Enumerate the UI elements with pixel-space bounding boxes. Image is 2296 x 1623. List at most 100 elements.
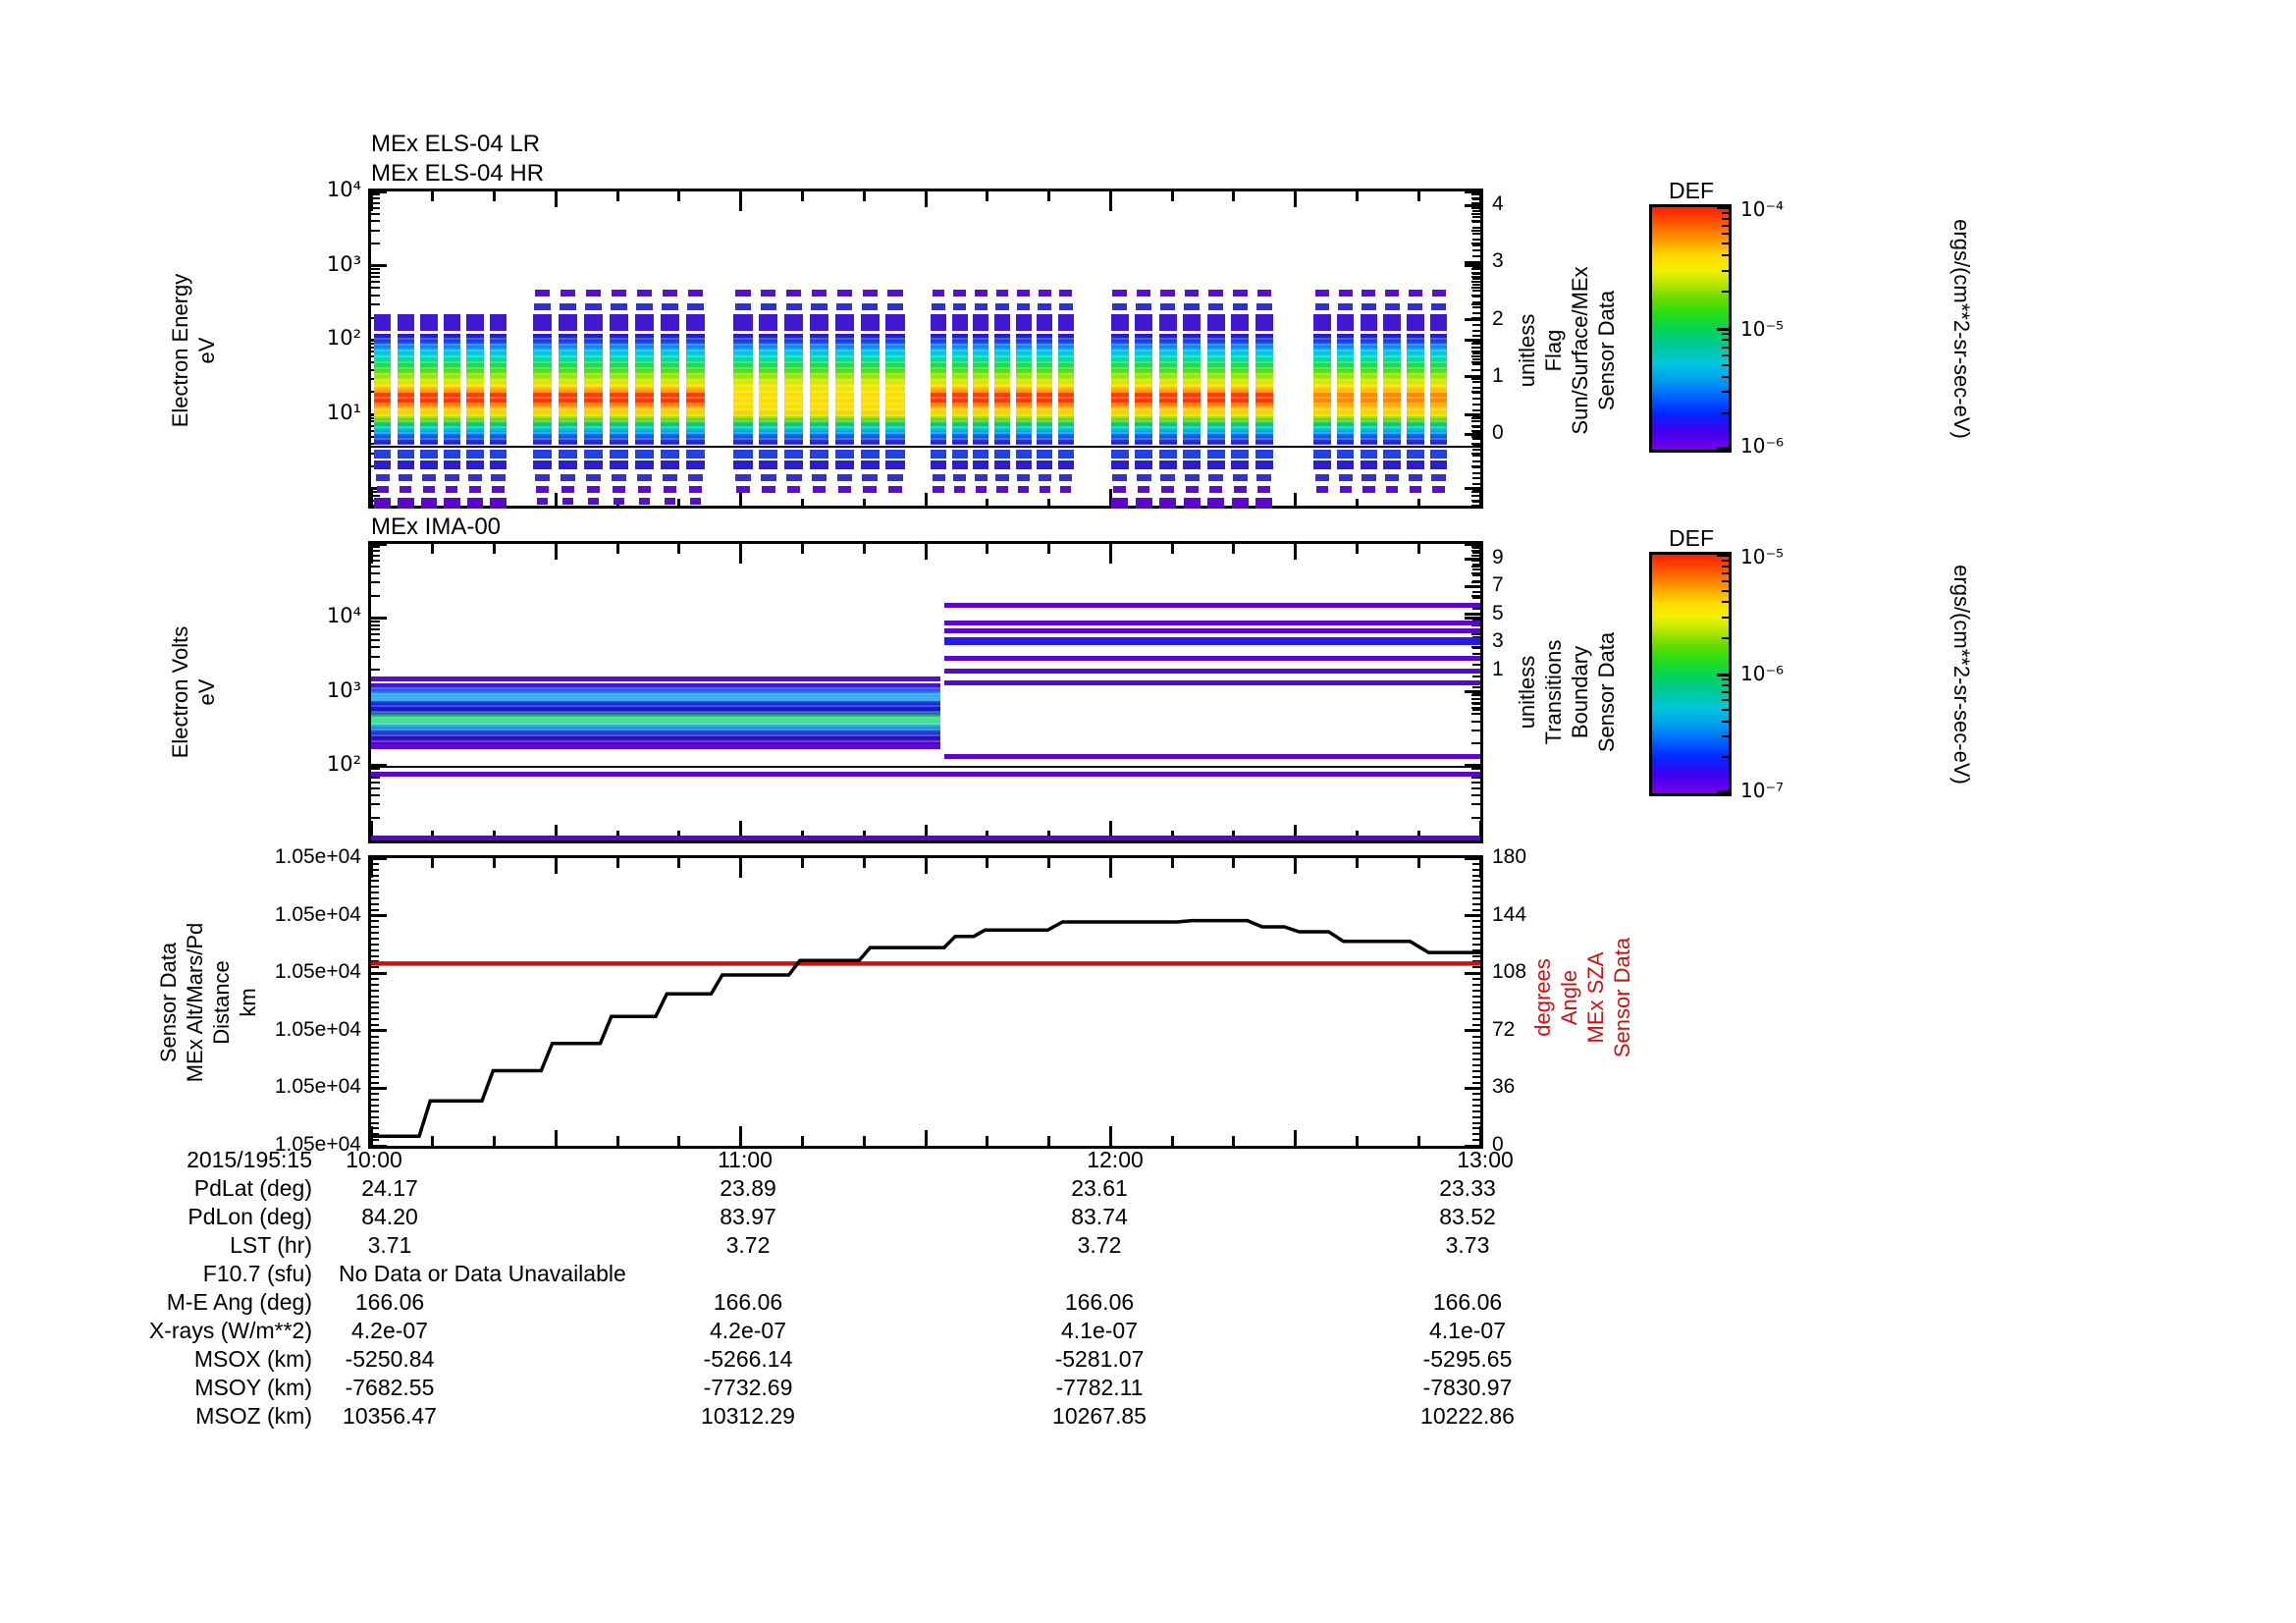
axis-tick xyxy=(371,1075,379,1078)
y-tick-label: 10⁴ xyxy=(326,604,361,628)
axis-tick xyxy=(1472,1063,1480,1066)
axis-tick xyxy=(1722,616,1729,619)
spectrogram-dash xyxy=(1037,460,1053,469)
panel1-title-hr: MEx ELS-04 HR xyxy=(371,160,545,187)
axis-tick xyxy=(1722,225,1729,228)
spectrogram-dash xyxy=(784,460,804,469)
spectrogram-column xyxy=(834,334,854,445)
axis-tick xyxy=(371,623,380,626)
axis-tick xyxy=(924,191,928,207)
spectrogram-dash xyxy=(400,486,412,493)
spectrogram-dash xyxy=(973,314,989,331)
axis-tick xyxy=(1472,972,1480,975)
sza-axis-label: 144 xyxy=(1492,902,1527,926)
axis-tick xyxy=(862,858,866,868)
axis-tick xyxy=(1722,391,1729,394)
spectrogram-dash xyxy=(1360,460,1378,469)
axis-tick xyxy=(1472,408,1480,411)
time-axis-hour-label: 12:00 xyxy=(1087,1147,1144,1172)
axis-tick xyxy=(1170,858,1174,868)
axis-tick xyxy=(1472,989,1480,992)
spectrogram-dash xyxy=(762,486,775,493)
axis-tick xyxy=(1472,703,1480,706)
axis-tick xyxy=(371,1047,379,1050)
colorbar-tick-label: 10⁻⁶ xyxy=(1740,434,1785,458)
axis-tick xyxy=(1722,579,1729,582)
table-row-label: MSOZ (km) xyxy=(195,1403,312,1429)
spectrogram-column xyxy=(885,334,905,445)
spectrogram-dash xyxy=(1060,486,1072,493)
table-cell: 3.72 xyxy=(1077,1232,1122,1258)
axis-tick xyxy=(1722,411,1729,414)
axis-tick xyxy=(1465,764,1480,768)
axis-tick xyxy=(1471,768,1480,771)
axis-tick xyxy=(1465,487,1480,491)
spectrogram-dash xyxy=(1015,450,1032,459)
spectrogram-dash xyxy=(860,460,880,469)
axis-tick xyxy=(1472,868,1480,871)
axis-tick xyxy=(1471,361,1480,364)
table-row-label: MSOX (km) xyxy=(193,1346,312,1372)
axis-tick xyxy=(371,862,379,865)
axis-tick xyxy=(1472,943,1480,946)
table-cell: 23.61 xyxy=(1071,1175,1128,1201)
spectrogram-dash xyxy=(736,486,750,493)
axis-tick xyxy=(1472,691,1480,694)
spectrogram-dash xyxy=(885,314,905,331)
axis-tick xyxy=(371,620,380,622)
axis-tick xyxy=(739,1126,743,1146)
spectrogram-dash xyxy=(634,460,655,469)
spectrogram-dash xyxy=(1159,303,1176,310)
table-cell: 3.71 xyxy=(367,1232,412,1258)
axis-tick xyxy=(1472,1121,1480,1124)
spectrogram-dash xyxy=(761,474,776,481)
ephemeris-panel xyxy=(368,855,1483,1149)
spectrogram-column xyxy=(809,334,829,445)
spectrogram-dash xyxy=(534,290,551,297)
axis-tick xyxy=(1722,720,1729,723)
spectrogram-dash xyxy=(860,314,880,331)
spectrogram-dash xyxy=(1231,498,1249,509)
sza-axis-label: 108 xyxy=(1492,960,1527,984)
panel3-sza-axis-title-line: degrees xyxy=(1530,958,1555,1037)
axis-tick xyxy=(1472,1041,1480,1044)
axis-tick xyxy=(1472,574,1480,577)
axis-tick xyxy=(1355,191,1359,201)
spectrogram-dash xyxy=(397,450,414,459)
axis-tick xyxy=(371,1029,379,1032)
alt-axis-label: 1.05e+04 xyxy=(274,1133,361,1156)
right-axis-tick-label: 2 xyxy=(1492,306,1504,330)
axis-tick xyxy=(1472,249,1480,252)
spectrogram-column xyxy=(973,334,989,445)
axis-tick xyxy=(1472,369,1480,372)
axis-tick xyxy=(371,668,380,671)
axis-tick xyxy=(1722,375,1729,378)
table-row-label: PdLon (deg) xyxy=(187,1204,312,1229)
colorbar-els-unit-label: ergs/(cm**2-sr-sec-eV) xyxy=(1949,219,1974,439)
axis-tick xyxy=(1472,352,1480,354)
ima-energy-line xyxy=(943,621,1480,625)
spectrogram-dash xyxy=(1383,460,1401,469)
spectrogram-dash xyxy=(888,486,902,493)
axis-tick xyxy=(1471,565,1480,568)
axis-tick xyxy=(371,276,380,279)
spectrogram-dash xyxy=(812,486,827,493)
spectrogram-dash xyxy=(375,474,390,481)
axis-tick xyxy=(1170,544,1174,554)
axis-tick xyxy=(1472,1035,1480,1038)
spectrogram-dash xyxy=(662,290,678,297)
axis-tick xyxy=(1471,287,1480,290)
axis-tick xyxy=(1471,452,1480,455)
spectrogram-dash xyxy=(811,474,828,481)
axis-tick xyxy=(1472,983,1480,986)
spectrogram-dash xyxy=(1385,290,1400,297)
spectrogram-dash xyxy=(1360,314,1378,331)
spectrogram-dash xyxy=(489,460,507,469)
axis-tick xyxy=(371,627,380,630)
axis-tick xyxy=(371,268,380,271)
spectrogram-dash xyxy=(1314,474,1330,481)
axis-tick xyxy=(371,212,380,215)
axis-tick xyxy=(1472,954,1480,957)
spectrogram-dash xyxy=(420,314,438,331)
spectrogram-dash xyxy=(1314,290,1329,297)
